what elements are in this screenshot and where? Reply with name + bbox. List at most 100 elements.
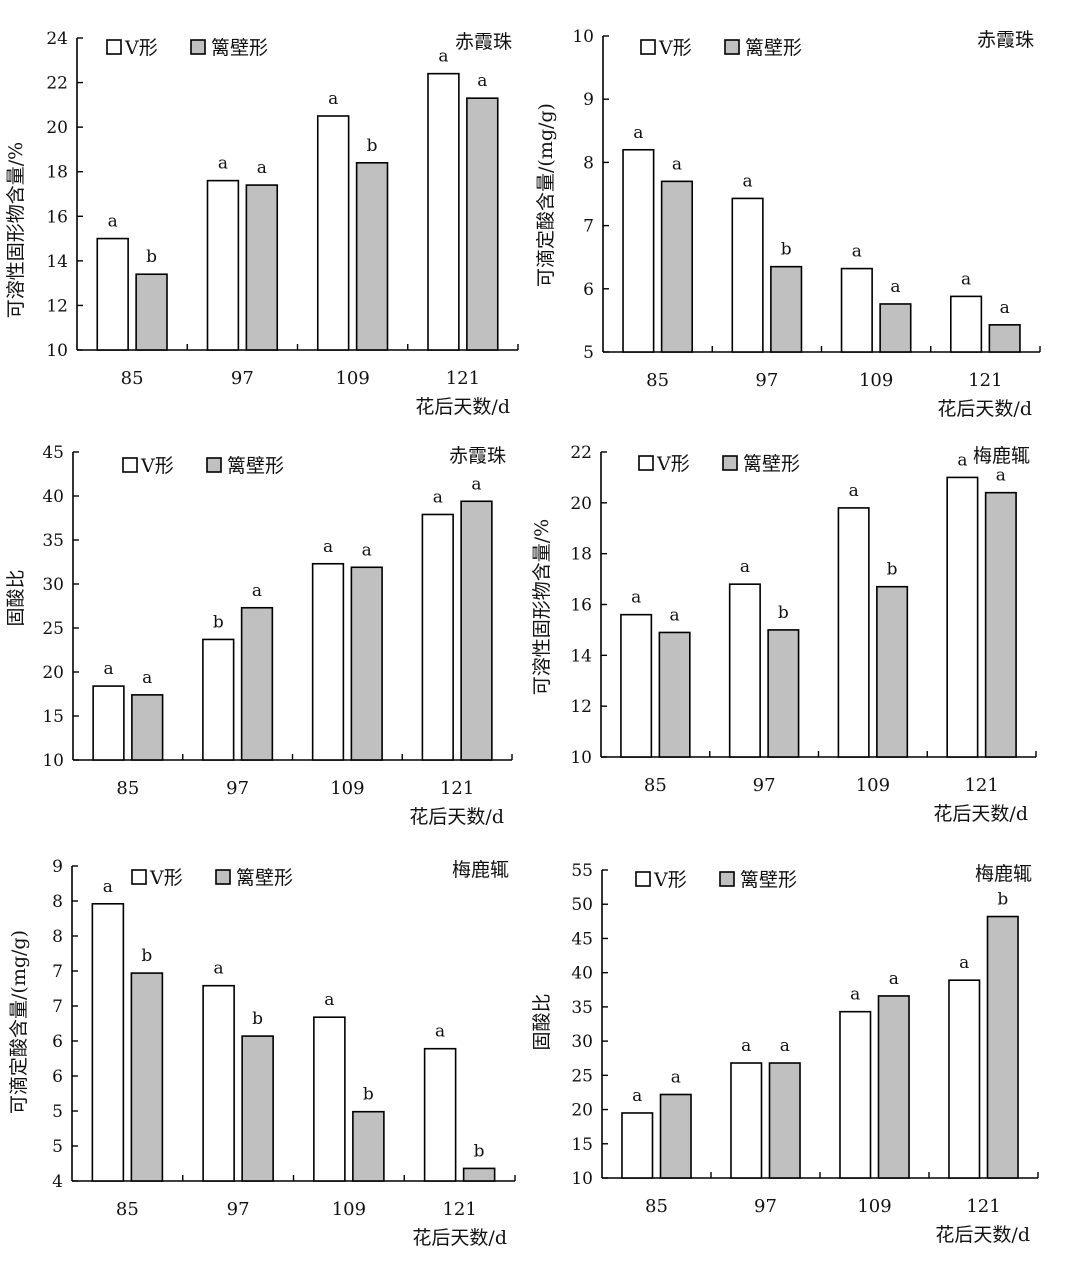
y-axis-title: 固酸比 [531,993,553,1050]
significance-letter: a [957,450,967,470]
significance-letter: a [323,537,333,557]
x-tick-label: 121 [442,1199,476,1220]
y-tick-label: 7 [52,997,63,1017]
bar-fence-85 [135,273,168,351]
y-tick-label: 25 [571,1066,593,1086]
y-tick-label: 18 [570,545,592,565]
x-tick-label: 109 [335,368,369,389]
bar-v-shape-85 [620,613,653,758]
legend-swatch-fence [206,457,222,473]
significance-letter: b [474,1141,485,1161]
legend-label-fence: 篱壁形 [211,37,268,59]
significance-letter: a [633,123,643,143]
bar-fence-85 [659,1093,692,1179]
bar-fence-109 [355,162,389,351]
bar-fence-97 [241,1035,274,1182]
y-tick-label: 6 [52,1067,63,1087]
y-tick-label: 20 [42,663,64,683]
significance-letter: a [890,277,900,297]
x-axis-title: 花后天数/d [409,806,504,828]
y-tick-label: 20 [46,118,68,138]
significance-letter: a [996,466,1006,486]
bar-fence-85 [130,972,164,1182]
y-tick-label: 5 [52,1137,63,1157]
legend-label-v-shape: V形 [658,37,692,59]
significance-letter: a [362,540,372,560]
significance-letter: a [433,487,443,507]
chart-panel-4: 10 12 14 16 18 20 22 a a 85 a b 97 a b 109 a a 121 花后天数/d 可溶… [531,443,1037,825]
legend-label-fence: 篱壁形 [745,37,802,59]
significance-letter: a [889,969,899,989]
bar-v-shape-97 [728,583,761,758]
significance-letter: a [741,1036,751,1056]
x-tick-label: 97 [755,370,778,391]
y-tick-label: 15 [571,1135,593,1155]
x-tick-label: 121 [968,370,1002,391]
significance-letter: a [631,588,641,608]
y-tick-label: 5 [583,343,594,363]
y-tick-label: 12 [570,697,592,717]
bar-v-shape-121 [423,1047,457,1182]
y-axis-title: 可滴定酸含量/(mg/g) [535,103,557,287]
bar-v-shape-121 [949,295,983,353]
significance-letter: a [849,481,859,501]
x-axis-title: 花后天数/d [935,1224,1030,1246]
y-tick-label: 45 [42,443,64,463]
y-axis-title: 可溶性固形物含量/% [5,142,27,318]
cultivar-label: 赤霞珠 [977,29,1034,51]
bar-fence-121 [466,97,499,351]
significance-letter: a [438,47,448,67]
bar-v-shape-121 [427,72,460,351]
y-tick-label: 35 [42,531,64,551]
y-tick-label: 10 [570,748,592,768]
significance-letter: a [214,959,224,979]
bar-v-shape-85 [621,1112,654,1179]
legend-swatch-v-shape [106,39,122,55]
x-axis-title: 花后天数/d [415,396,510,418]
chart-panel-1: 10 12 14 16 18 20 22 24 a b 85 a a 97 a b 109 a a 121 花后天数/d… [5,29,519,418]
cultivar-label: 梅鹿辄 [975,863,1032,885]
y-tick-label: 8 [583,153,594,173]
legend-label-v-shape: V形 [149,867,183,889]
significance-letter: a [670,605,680,625]
y-tick-label: 10 [572,27,594,47]
significance-letter: a [632,1086,642,1106]
y-tick-label: 24 [46,29,68,49]
y-tick-label: 55 [571,861,593,881]
y-tick-label: 16 [46,207,68,227]
significance-letter: b [252,1009,263,1029]
bar-v-shape-97 [730,1062,763,1179]
bar-fence-97 [770,265,803,353]
bar-fence-85 [658,631,691,758]
significance-letter: a [959,953,969,973]
y-tick-label: 16 [570,596,592,616]
bar-v-shape-97 [731,197,764,353]
significance-letter: a [961,269,971,289]
significance-letter: a [850,985,860,1005]
y-tick-label: 35 [571,998,593,1018]
legend: V形 篱壁形 [640,37,802,59]
x-tick-label: 121 [964,775,998,796]
significance-letter: a [142,668,152,688]
bar-v-shape-109 [837,507,870,758]
cultivar-label: 赤霞珠 [455,31,512,53]
legend: V形 篱壁形 [106,37,268,59]
x-axis-title: 花后天数/d [933,803,1028,825]
significance-letter: a [435,1022,445,1042]
significance-letter: b [141,946,152,966]
legend: V形 篱壁形 [635,869,797,891]
significance-letter: a [780,1036,790,1056]
y-tick-label: 10 [571,1169,593,1189]
bar-v-shape-97 [206,179,240,351]
bar-v-shape-85 [96,237,129,351]
bar-fence-121 [460,500,493,761]
y-tick-label: 15 [42,707,64,727]
significance-letter: b [781,240,792,260]
legend-swatch-fence [724,39,740,55]
significance-letter: b [213,612,224,632]
bar-v-shape-85 [92,685,125,761]
y-tick-label: 45 [571,929,593,949]
y-tick-label: 10 [46,341,68,361]
significance-letter: a [477,71,487,91]
bar-fence-121 [986,915,1019,1179]
